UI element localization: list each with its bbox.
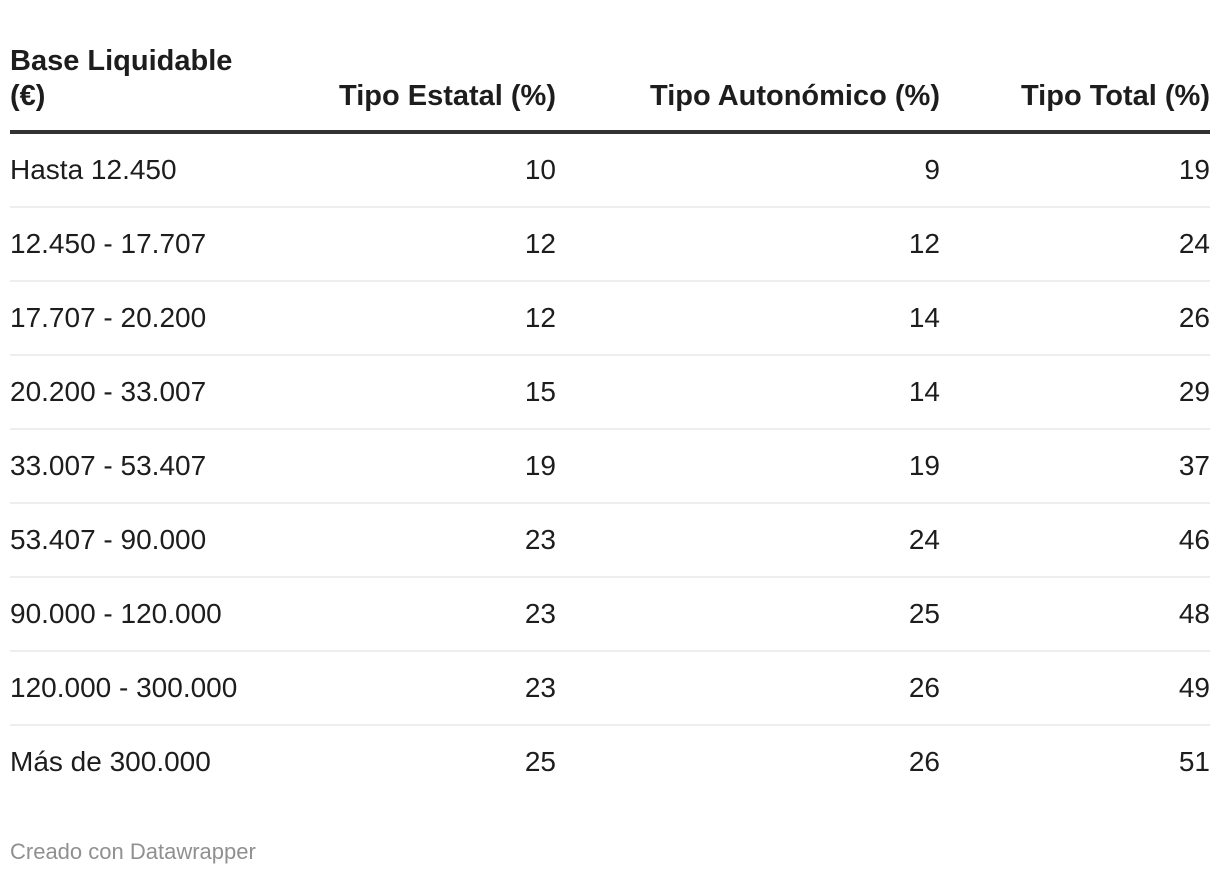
- header-row: Base Liquidable (€) Tipo Estatal (%) Tip…: [10, 0, 1210, 134]
- cell-base-liquidable: 33.007 - 53.407: [10, 429, 274, 504]
- cell-tipo-estatal: 12: [274, 281, 556, 356]
- cell-tipo-estatal: 15: [274, 355, 556, 430]
- table-row: 12.450 - 17.707 12 12 24: [10, 207, 1210, 282]
- cell-tipo-total: 24: [940, 207, 1210, 282]
- cell-tipo-total: 26: [940, 281, 1210, 356]
- cell-base-liquidable: 120.000 - 300.000: [10, 651, 274, 726]
- cell-tipo-estatal: 23: [274, 577, 556, 652]
- cell-tipo-total: 46: [940, 503, 1210, 578]
- cell-base-liquidable: 12.450 - 17.707: [10, 207, 274, 282]
- cell-base-liquidable: 17.707 - 20.200: [10, 281, 274, 356]
- datawrapper-credit: Creado con Datawrapper: [10, 838, 1210, 866]
- tax-brackets-table: Base Liquidable (€) Tipo Estatal (%) Tip…: [10, 0, 1210, 798]
- cell-tipo-autonomico: 9: [556, 132, 940, 208]
- cell-tipo-total: 29: [940, 355, 1210, 430]
- cell-base-liquidable: 90.000 - 120.000: [10, 577, 274, 652]
- cell-tipo-autonomico: 26: [556, 651, 940, 726]
- cell-tipo-autonomico: 24: [556, 503, 940, 578]
- cell-tipo-autonomico: 12: [556, 207, 940, 282]
- column-header-tipo-autonomico: Tipo Autonómico (%): [556, 0, 940, 134]
- table-row: 33.007 - 53.407 19 19 37: [10, 429, 1210, 504]
- cell-tipo-estatal: 23: [274, 503, 556, 578]
- cell-tipo-autonomico: 14: [556, 355, 940, 430]
- table-row: 53.407 - 90.000 23 24 46: [10, 503, 1210, 578]
- cell-tipo-total: 49: [940, 651, 1210, 726]
- cell-base-liquidable: 20.200 - 33.007: [10, 355, 274, 430]
- cell-base-liquidable: 53.407 - 90.000: [10, 503, 274, 578]
- cell-tipo-estatal: 25: [524, 746, 556, 777]
- cell-tipo-autonomico: 25: [556, 577, 940, 652]
- table-row: 120.000 - 300.000 23 26 49: [10, 651, 1210, 726]
- table-body: Hasta 12.450 10 9 19 12.450 - 17.707 12 …: [10, 132, 1210, 798]
- cell-base-liquidable: Hasta 12.450: [10, 132, 274, 208]
- column-header-tipo-estatal: Tipo Estatal (%): [274, 0, 556, 134]
- table-header: Base Liquidable (€) Tipo Estatal (%) Tip…: [10, 0, 1210, 134]
- table-row: Más de 300.000 25 26 51: [10, 725, 1210, 798]
- table-row: 90.000 - 120.000 23 25 48: [10, 577, 1210, 652]
- cell-base-liquidable: Más de 300.000: [10, 746, 211, 777]
- cell-tipo-estatal: 23: [274, 651, 556, 726]
- column-header-base-liquidable: Base Liquidable (€): [10, 0, 274, 134]
- cell-tipo-total: 51: [1178, 746, 1210, 777]
- table-row: 20.200 - 33.007 15 14 29: [10, 355, 1210, 430]
- cell-tipo-total: 37: [940, 429, 1210, 504]
- cell-tipo-total: 19: [940, 132, 1210, 208]
- cell-tipo-estatal: 12: [274, 207, 556, 282]
- cell-tipo-total: 48: [940, 577, 1210, 652]
- cell-tipo-estatal: 19: [274, 429, 556, 504]
- cell-tipo-estatal: 10: [274, 132, 556, 208]
- cell-tipo-autonomico: 14: [556, 281, 940, 356]
- datawrapper-credit-link[interactable]: Creado con Datawrapper: [10, 839, 256, 864]
- cell-tipo-autonomico: 26: [908, 746, 940, 777]
- column-header-tipo-total: Tipo Total (%): [940, 0, 1210, 134]
- table-row: 17.707 - 20.200 12 14 26: [10, 281, 1210, 356]
- table-row: Hasta 12.450 10 9 19: [10, 132, 1210, 208]
- cell-tipo-autonomico: 19: [556, 429, 940, 504]
